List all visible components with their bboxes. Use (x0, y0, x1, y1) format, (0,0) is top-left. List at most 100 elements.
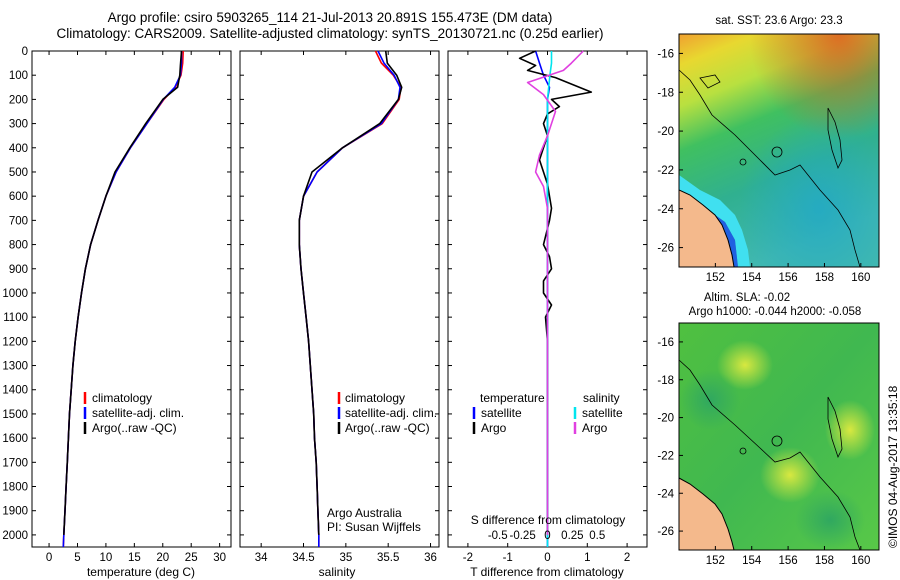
y-tick-label: 600 (9, 191, 28, 203)
x-tick-label: 35 (339, 552, 352, 564)
x-tick-label: -1 (503, 552, 513, 564)
legend-label-satellite: satellite-adj. clim. (345, 406, 437, 420)
sst-land (679, 189, 735, 267)
temperature-plot: 0100200300400500600700800900100011001200… (2, 46, 231, 564)
map-x-tick-label: 158 (815, 555, 834, 567)
map-x-tick-label: 152 (706, 555, 725, 567)
map-x-tick-label: 160 (851, 555, 870, 567)
y-tick-label: 1400 (2, 385, 28, 397)
series-argo-raw-qc (298, 50, 403, 535)
x-tick-label: 1 (584, 552, 590, 564)
map-x-tick-label: 152 (706, 272, 725, 284)
y-tick-label: 700 (9, 215, 28, 227)
y-tick-label: 1600 (2, 433, 28, 445)
x-tick-label: 36 (424, 552, 437, 564)
y-tick-label: 1100 (3, 312, 28, 324)
map-y-tick-label: -24 (657, 204, 674, 216)
map-x-tick-label: 160 (851, 272, 870, 284)
legend-label-s-satellite: satellite (582, 406, 623, 420)
map-y-tick-label: -22 (657, 450, 674, 462)
x-tick-label: 0 (46, 552, 52, 564)
map-x-tick-label: 156 (778, 272, 797, 284)
y-tick-label: 1500 (2, 409, 28, 421)
salinity-axes (239, 50, 440, 548)
sla-axis-ticks: 152 154 156 158 160 -16 -18 -20 -22 -24 -26 (657, 337, 870, 567)
x-tick-label: 10 (100, 552, 113, 564)
x-tick-label: 34.5 (292, 552, 314, 564)
sla-seamount (771, 435, 783, 447)
sla-dark-patch (680, 370, 740, 430)
map-y-tick-label: -18 (657, 375, 674, 387)
legend-label-climatology: climatology (345, 391, 405, 405)
legend-label-t-satellite: satellite (481, 406, 522, 420)
imos-timestamp: ©IMOS 04-Aug-2017 13:35:18 (886, 385, 900, 548)
salinity-legend: climatology satellite-adj. clim. Argo(..… (337, 391, 437, 435)
sla-yellow-patch (825, 400, 875, 460)
salinity-xlabel: salinity (319, 565, 356, 579)
x-tick-label: 35.5 (377, 552, 399, 564)
x-tick-label: -2 (463, 552, 473, 564)
y-tick-label: 1200 (2, 336, 28, 348)
temperature-legend: climatology satellite-adj. clim. Argo(..… (83, 391, 184, 435)
map-y-tick-label: -22 (657, 165, 674, 177)
difference-plot: -2 -1 0 1 2 -0.5 -0.25 0 0.25 0.5 (448, 50, 647, 564)
s-difference-label: S difference from climatology (471, 513, 626, 527)
sst-coastal-cyan-band (679, 175, 750, 267)
y-tick-label: 1300 (2, 361, 28, 373)
x-tick-label: 34 (255, 552, 268, 564)
x-tick-label: 0 (544, 552, 550, 564)
x-tick-label: 5 (74, 552, 80, 564)
map-y-tick-label: -24 (657, 488, 674, 500)
map-y-tick-label: -20 (657, 413, 674, 425)
legend-label-argo: Argo(..raw -QC) (92, 421, 177, 435)
map-y-tick-label: -16 (657, 337, 674, 349)
sst-axis-ticks: 152 154 156 158 160 -16 -18 -20 -22 -24 -26 (657, 48, 870, 284)
figure-title-line-1: Argo profile: csiro 5903265_114 21-Jul-2… (107, 10, 553, 25)
figure-title-line-2: Climatology: CARS2009. Satellite-adjuste… (56, 26, 604, 41)
x-tick-label: 30 (213, 552, 226, 564)
top-tick-label: 0.5 (589, 530, 605, 542)
legend-label-satellite: satellite-adj. clim. (92, 406, 184, 420)
legend-label-climatology: climatology (92, 391, 152, 405)
sst-map (679, 34, 879, 267)
x-tick-label: 15 (128, 552, 141, 564)
y-tick-label: 100 (9, 70, 28, 82)
top-tick-label: -0.5 (488, 530, 508, 542)
sla-reef-contour (827, 396, 843, 459)
note-argo-australia: Argo Australia (327, 506, 402, 520)
sla-profile-location (739, 447, 747, 455)
legend-label-s-argo: Argo (582, 421, 608, 435)
difference-xlabel: T difference from climatology (470, 565, 624, 579)
temperature-axes (31, 50, 232, 548)
y-tick-label: 0 (22, 46, 28, 58)
y-tick-label: 1900 (2, 506, 28, 518)
sst-seamount (771, 146, 783, 158)
sst-island-contour (699, 74, 721, 89)
sla-yellow-patch (717, 340, 773, 390)
sla-map (679, 323, 879, 550)
y-tick-label: 500 (9, 167, 28, 179)
top-tick-label: 0.25 (561, 530, 583, 542)
sla-map-frame (678, 322, 880, 551)
temperature-xlabel: temperature (deg C) (87, 565, 195, 579)
difference-legend: temperature salinity satellite Argo sate… (472, 391, 623, 435)
legend-head-salinity: salinity (583, 391, 620, 405)
salinity-plot: 34 34.5 35 35.5 36 (240, 50, 439, 564)
y-tick-label: 800 (9, 240, 28, 252)
sst-map-title: sat. SST: 23.6 Argo: 23.3 (715, 15, 842, 27)
y-tick-label: 900 (9, 264, 28, 276)
series-argo-raw-qc (63, 50, 183, 535)
x-tick-label: 20 (156, 552, 169, 564)
map-y-tick-label: -18 (657, 87, 674, 99)
sla-land (679, 477, 735, 550)
sst-profile-location (739, 158, 747, 166)
map-y-tick-label: -20 (657, 126, 674, 138)
top-tick-label: -0.25 (510, 530, 536, 542)
y-tick-label: 400 (9, 143, 28, 155)
top-tick-label: 0 (544, 530, 550, 542)
map-x-tick-label: 154 (742, 272, 762, 284)
y-tick-label: 300 (9, 119, 28, 131)
sla-map-title-2: Argo h1000: -0.044 h2000: -0.058 (689, 306, 862, 318)
sla-dark-patch (795, 490, 865, 550)
legend-head-temperature: temperature (480, 391, 545, 405)
